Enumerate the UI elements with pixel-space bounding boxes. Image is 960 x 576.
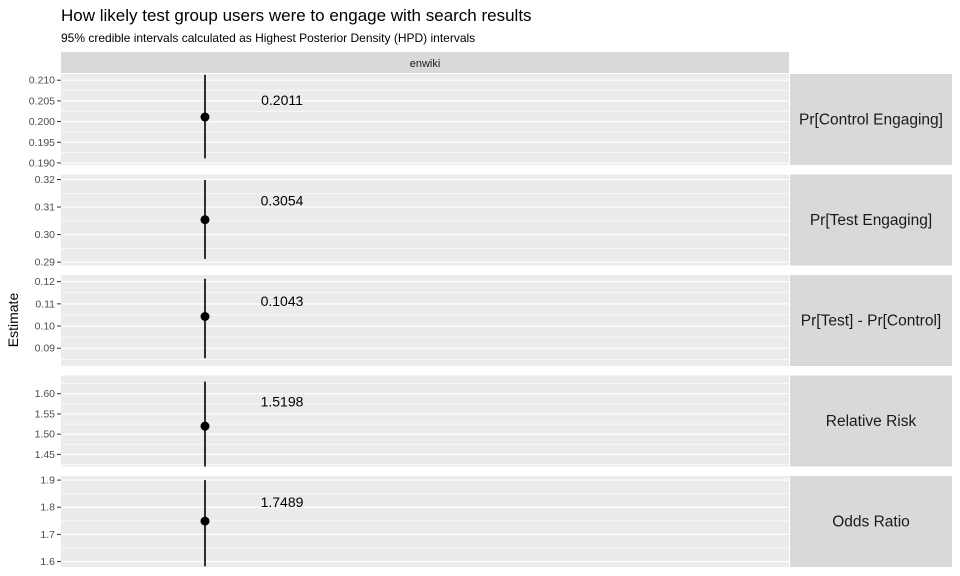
point-estimate <box>200 516 210 526</box>
row-strip-label: Odds Ratio <box>832 514 910 531</box>
y-tick-label: 0.09 <box>35 343 56 355</box>
column-strip-label: enwiki <box>410 58 441 70</box>
y-tick-label: 0.32 <box>35 174 56 186</box>
panel-background <box>61 174 789 266</box>
y-tick-label: 1.45 <box>35 449 56 461</box>
facet-panels: 0.190 0.195 0.200 0.205 0.210 0.2011 Pr[Contro… <box>29 74 952 568</box>
row-strip-label: Pr[Test Engaging] <box>810 212 932 229</box>
y-tick-label: 0.12 <box>35 276 56 288</box>
row-strip <box>790 174 952 266</box>
column-strip <box>61 52 789 73</box>
y-tick-label: 0.190 <box>29 157 55 169</box>
panel-background <box>61 74 789 165</box>
chart-title: How likely test group users were to enga… <box>61 6 532 25</box>
row-strip <box>790 476 952 567</box>
row-strip <box>790 275 952 366</box>
point-estimate <box>200 215 210 225</box>
y-tick-label: 1.9 <box>40 475 55 487</box>
estimate-label: 0.1043 <box>261 293 304 309</box>
y-tick-label: 0.31 <box>35 202 56 214</box>
panel-background <box>61 476 789 567</box>
y-tick-label: 1.6 <box>40 556 55 568</box>
y-tick-label: 0.210 <box>29 75 55 87</box>
y-tick-label: 1.55 <box>35 408 56 420</box>
y-tick-label: 0.29 <box>35 257 56 269</box>
y-tick-label: 0.205 <box>29 95 55 107</box>
chart-subtitle: 95% credible intervals calculated as Hig… <box>61 31 475 45</box>
panel-background <box>61 375 789 467</box>
estimate-label: 0.2011 <box>261 92 303 108</box>
point-estimate <box>200 112 210 122</box>
y-tick-label: 0.30 <box>35 229 56 241</box>
estimate-label: 0.3054 <box>261 193 304 209</box>
y-axis-label: Estimate <box>5 293 21 348</box>
y-tick-label: 1.60 <box>35 388 56 400</box>
y-tick-label: 0.10 <box>35 321 56 333</box>
y-tick-label: 1.7 <box>40 529 55 541</box>
estimate-label: 1.5198 <box>261 394 304 410</box>
row-strip <box>790 375 952 467</box>
y-tick-label: 0.200 <box>29 116 55 128</box>
y-tick-label: 0.11 <box>35 298 55 310</box>
point-estimate <box>200 312 210 322</box>
y-tick-label: 1.50 <box>35 429 56 441</box>
row-strip-label: Pr[Test] - Pr[Control] <box>801 313 941 330</box>
estimate-label: 1.7489 <box>261 494 304 510</box>
y-tick-label: 0.195 <box>29 137 55 149</box>
row-strip-label: Pr[Control Engaging] <box>799 112 943 129</box>
point-estimate <box>200 421 210 431</box>
panel-background <box>61 275 789 366</box>
y-tick-label: 1.8 <box>40 502 55 514</box>
row-strip <box>790 74 952 165</box>
row-strip-label: Relative Risk <box>826 413 917 430</box>
